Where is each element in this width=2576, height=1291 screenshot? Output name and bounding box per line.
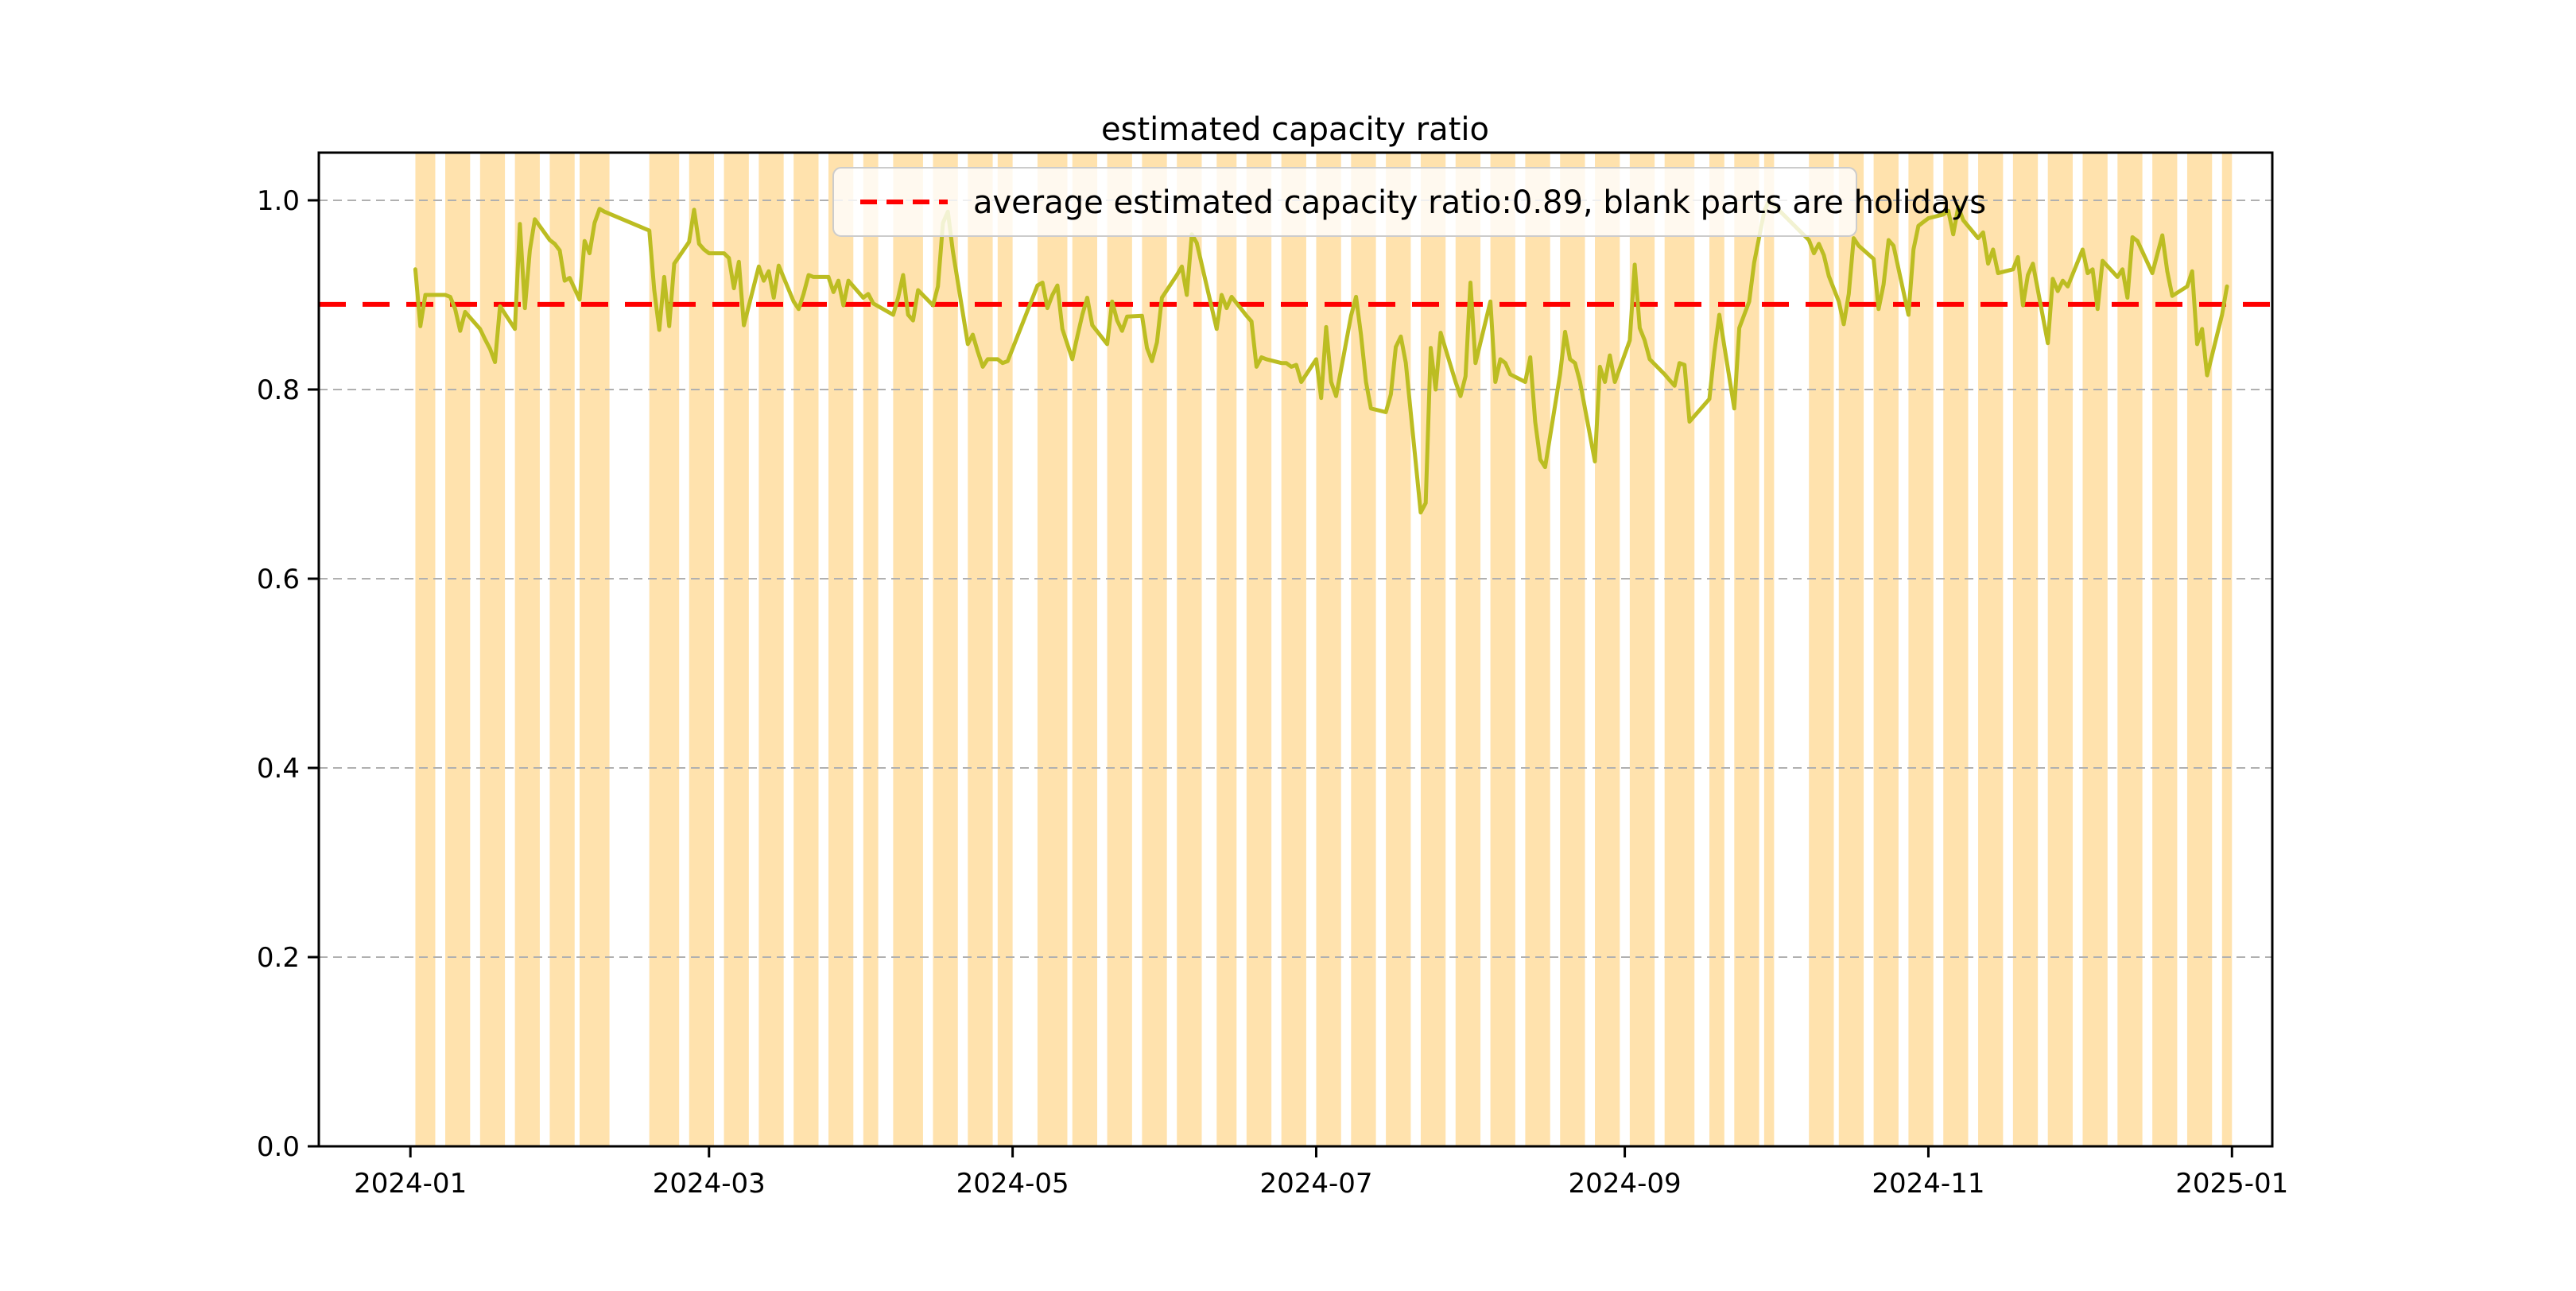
working-period-span [1037,153,1068,1146]
working-period-spans [415,153,2233,1146]
working-period-span [580,153,610,1146]
working-period-span [1072,153,1098,1146]
working-period-span [1629,153,1655,1146]
working-period-span [1943,153,1969,1146]
y-tick-label: 0.4 [257,753,300,785]
legend: average estimated capacity ratio:0.89, b… [832,167,1986,237]
working-period-span [1177,153,1202,1146]
working-period-span [893,153,923,1146]
working-period-span [1709,153,1724,1146]
tick-labels: 0.0 0.2 0.4 0.6 0.8 1.0 2024-01 2024-03 2024-05 2… [257,185,2288,1200]
working-period-span [1734,153,1759,1146]
working-period-span [724,153,749,1146]
working-period-span [2221,153,2233,1146]
working-period-span [1490,153,1515,1146]
plot-border [317,151,2274,1148]
x-tick-label: 2024-11 [1872,1168,1984,1200]
working-period-span [968,153,993,1146]
working-period-span [1281,153,1306,1146]
working-period-span [863,153,879,1146]
working-period-span [2082,153,2108,1146]
working-period-span [1351,153,1376,1146]
working-period-span [1873,153,1899,1146]
working-period-span [793,153,819,1146]
working-period-span [1560,153,1585,1146]
working-period-span [1525,153,1550,1146]
x-tick-label: 2025-01 [2175,1168,2288,1200]
working-period-span [1664,153,1695,1146]
working-period-span [649,153,680,1146]
working-period-span [933,153,958,1146]
working-period-span [828,153,854,1146]
y-tick-label: 0.2 [257,942,300,974]
working-period-span [479,153,506,1146]
legend-box [832,167,1857,237]
working-period-span [2186,153,2213,1146]
working-period-span [1246,153,1272,1146]
working-period-span [1595,153,1620,1146]
y-tick-label: 1.0 [257,185,300,217]
working-period-span [2152,153,2178,1146]
daily-capacity-line [413,198,2229,515]
working-period-span [445,153,471,1146]
x-tick-label: 2024-07 [1259,1168,1372,1200]
working-period-span [1809,153,1834,1146]
axes [308,151,2274,1157]
working-period-span [1420,153,1446,1146]
working-period-span [514,153,540,1146]
x-tick-label: 2024-03 [653,1168,766,1200]
working-period-span [1386,153,1411,1146]
y-tick-label: 0.8 [257,374,300,406]
working-period-span [1978,153,2004,1146]
working-period-span [1142,153,1167,1146]
legend-label: average estimated capacity ratio:0.89, b… [973,184,1986,221]
working-period-span [689,153,715,1146]
working-period-span [1763,153,1775,1146]
capacity-ratio-line [413,198,2229,515]
working-period-span [1908,153,1934,1146]
x-tick-label: 2024-01 [354,1168,467,1200]
working-period-span [1838,153,1864,1146]
x-tick-label: 2024-09 [1569,1168,1682,1200]
working-period-span [2047,153,2073,1146]
working-period-span [997,153,1013,1146]
y-tick-label: 0.6 [257,564,300,595]
working-period-span [2012,153,2039,1146]
working-period-span [1316,153,1341,1146]
y-tick-label: 0.0 [257,1131,300,1163]
working-period-span [549,153,575,1146]
x-tick-label: 2024-05 [956,1168,1069,1200]
working-period-span [758,153,784,1146]
chart-title: estimated capacity ratio [1101,111,1489,148]
working-period-span [2117,153,2143,1146]
